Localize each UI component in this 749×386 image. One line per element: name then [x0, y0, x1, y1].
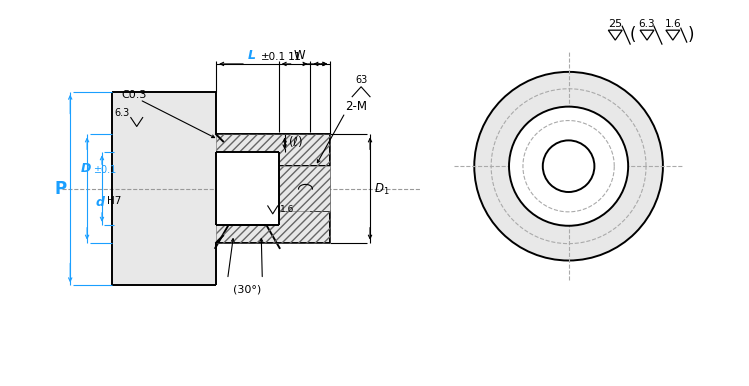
Bar	[216, 152, 279, 225]
Text: 25: 25	[608, 19, 622, 29]
Text: 6.3: 6.3	[115, 108, 130, 118]
Text: $(\ell)$: $(\ell)$	[288, 134, 303, 149]
Text: P: P	[54, 180, 67, 198]
Text: (: (	[630, 26, 637, 44]
Bar	[216, 152, 279, 225]
Bar	[279, 166, 330, 211]
Bar	[216, 134, 330, 243]
Text: ±0.1: ±0.1	[261, 52, 286, 62]
Text: ±0.1: ±0.1	[93, 165, 116, 174]
Circle shape	[509, 107, 628, 226]
Bar	[216, 134, 330, 243]
Text: W: W	[294, 49, 306, 62]
Text: C0.3: C0.3	[122, 90, 148, 100]
Text: 11: 11	[288, 52, 302, 62]
Text: ): )	[688, 26, 694, 44]
Text: 63: 63	[355, 75, 367, 85]
Bar	[279, 166, 330, 211]
Text: H7: H7	[107, 196, 121, 207]
Text: L: L	[247, 49, 255, 62]
Circle shape	[543, 141, 595, 192]
Text: $D_1$: $D_1$	[374, 181, 389, 196]
Circle shape	[474, 72, 663, 261]
Text: 1.6: 1.6	[664, 19, 681, 29]
Text: D: D	[81, 162, 91, 174]
Bar	[112, 92, 216, 285]
Bar	[279, 166, 330, 211]
Text: 1.6: 1.6	[279, 205, 294, 214]
Text: d: d	[95, 196, 105, 210]
Text: (30°): (30°)	[233, 284, 261, 295]
Text: 6.3: 6.3	[639, 19, 655, 29]
Text: 2-M: 2-M	[345, 100, 367, 113]
